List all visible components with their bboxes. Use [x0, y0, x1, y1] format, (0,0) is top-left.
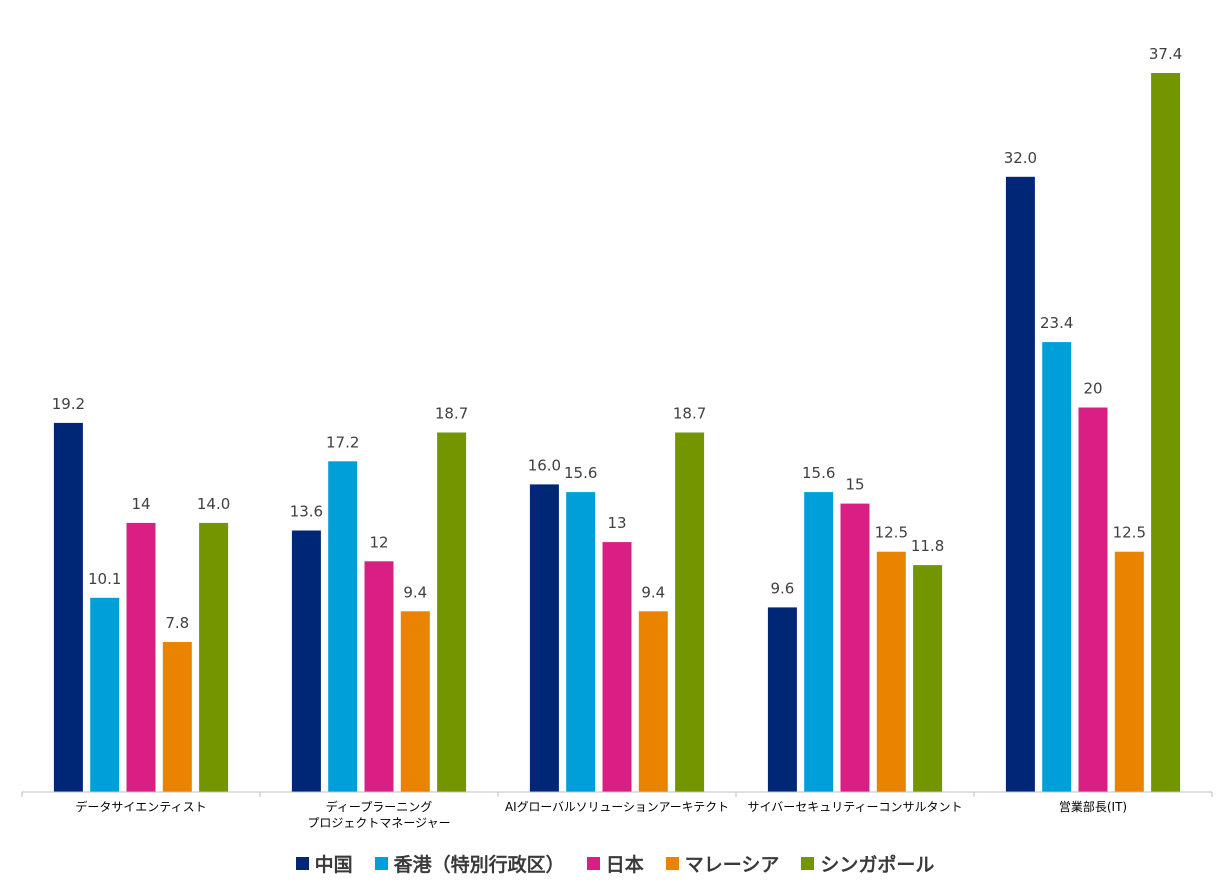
category-label: プロジェクトマネージャー — [307, 816, 450, 830]
bar-value-label: 15 — [845, 476, 864, 494]
category-label: ディープラーニング — [326, 799, 432, 814]
bar-value-label: 37.4 — [1149, 45, 1182, 63]
bar — [328, 461, 358, 792]
bar-value-label: 32.0 — [1004, 149, 1037, 167]
bar — [199, 522, 229, 792]
bar — [126, 522, 156, 792]
legend-swatch — [665, 856, 679, 870]
legend-label: 中国 — [314, 853, 353, 876]
bar — [400, 611, 430, 792]
bar-value-label: 10.1 — [88, 570, 121, 588]
bar — [437, 432, 467, 792]
legend-item-hongkong: 香港（特別行政区） — [374, 850, 565, 877]
legend-swatch — [374, 856, 388, 870]
bar-value-label: 13.6 — [290, 503, 323, 521]
bar — [804, 492, 834, 792]
bar — [90, 597, 120, 792]
bar-value-label: 17.2 — [326, 433, 359, 451]
category-label: 営業部長(IT) — [1059, 799, 1127, 814]
bar-value-label: 18.7 — [673, 405, 706, 423]
bar — [638, 611, 668, 792]
bar-value-label: 9.6 — [770, 579, 794, 597]
bar-value-label: 20 — [1083, 380, 1102, 398]
bar — [1042, 342, 1072, 792]
x-axis-ticks — [21, 792, 1213, 797]
bar — [53, 422, 83, 792]
bar-value-label: 23.4 — [1040, 314, 1073, 332]
bar — [767, 607, 797, 792]
bar-value-label: 18.7 — [435, 405, 468, 423]
bars-layer — [53, 73, 1181, 793]
bar — [1078, 407, 1108, 792]
bar — [1005, 176, 1035, 793]
legend-item-japan: 日本 — [586, 850, 644, 877]
bar — [529, 484, 559, 792]
bar — [675, 432, 705, 792]
bar-value-label: 19.2 — [52, 395, 85, 413]
bar-value-label: 16.0 — [528, 456, 561, 474]
legend-item-singapore: シンガポール — [801, 850, 934, 877]
bar-value-label: 9.4 — [403, 583, 427, 601]
bar — [1151, 73, 1181, 792]
bar — [1114, 551, 1144, 792]
bar-value-label: 14.0 — [197, 495, 230, 513]
bar — [291, 530, 321, 792]
legend-label: シンガポール — [820, 853, 935, 876]
legend-item-malaysia: マレーシア — [665, 850, 780, 877]
legend-label: 香港（特別行政区） — [393, 853, 565, 876]
bar — [602, 542, 632, 792]
bar-value-label: 12.5 — [1113, 524, 1146, 542]
legend: 中国 香港（特別行政区） 日本 マレーシア シンガポール — [0, 848, 1230, 878]
bar-value-label: 15.6 — [564, 464, 597, 482]
legend-swatch — [586, 856, 600, 870]
bar — [840, 503, 870, 792]
bar-value-label: 12 — [369, 533, 388, 551]
legend-label: 日本 — [605, 853, 644, 876]
bar — [876, 551, 906, 792]
bar — [162, 642, 192, 792]
category-label: AIグローバルソリューションアーキテクト — [505, 800, 729, 814]
bar — [913, 565, 943, 792]
legend-swatch — [295, 856, 309, 870]
category-label: データサイエンティスト — [75, 799, 206, 814]
bar-value-label: 12.5 — [875, 524, 908, 542]
bar — [364, 561, 394, 792]
bar-value-label: 7.8 — [165, 614, 189, 632]
legend-label: マレーシア — [684, 853, 780, 876]
bar-value-label: 11.8 — [911, 537, 944, 555]
bar-value-label: 9.4 — [641, 583, 665, 601]
bar-value-label: 14 — [131, 495, 150, 513]
bar — [566, 492, 596, 792]
legend-item-china: 中国 — [295, 850, 353, 877]
category-label: サイバーセキュリティーコンサルタント — [747, 800, 962, 814]
legend-swatch — [801, 856, 815, 870]
bar-value-label: 13 — [607, 514, 626, 532]
bar-value-label: 15.6 — [802, 464, 835, 482]
